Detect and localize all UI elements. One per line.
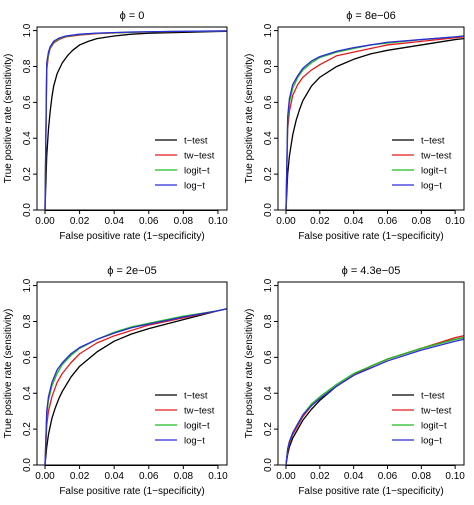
legend-label: tw−test: [184, 151, 215, 162]
y-tick-label: 0.0: [263, 458, 274, 472]
y-tick-label: 1.0: [263, 23, 274, 37]
series-line-4: [285, 35, 464, 210]
legend-label: t−test: [421, 136, 445, 147]
legend-label: log−t: [421, 181, 442, 192]
legend-label: t−test: [421, 391, 445, 402]
y-tick-label: 0.8: [22, 314, 33, 328]
y-tick-label: 0.4: [263, 386, 274, 400]
y-tick-label: 0.6: [22, 95, 33, 109]
x-tick-label: 0.02: [70, 216, 90, 227]
x-tick-label: 0.10: [445, 216, 465, 227]
y-tick-label: 0.4: [263, 131, 274, 145]
series-line-1: [44, 30, 227, 210]
y-tick-label: 0.6: [263, 95, 274, 109]
series-line-2: [44, 308, 227, 465]
legend-label: t−test: [184, 391, 208, 402]
y-tick-label: 0.8: [263, 59, 274, 73]
x-tick-label: 0.06: [378, 471, 398, 482]
chart-panel-1: ϕ = 0 0.00 0.02 0.04 0.06 0.08 0.10 0.0 0.2 0.4 0.…: [3, 10, 228, 242]
y-tick-label: 0.2: [263, 422, 274, 436]
x-tick-label: 0.08: [412, 216, 432, 227]
x-tick-label: 0.02: [310, 216, 330, 227]
series-line-4: [44, 30, 227, 210]
y-tick-label: 0.6: [263, 350, 274, 364]
x-tick-label: 0.06: [139, 471, 159, 482]
series-line-2: [285, 36, 464, 210]
chart-title: ϕ = 8e−06: [346, 10, 396, 22]
x-tick-label: 0.04: [104, 216, 124, 227]
y-tick-label: 1.0: [263, 278, 274, 292]
x-tick-label: 0.06: [139, 216, 159, 227]
x-tick-label: 0.10: [208, 216, 228, 227]
y-tick-label: 0.2: [263, 167, 274, 181]
y-tick-label: 0.4: [22, 131, 33, 145]
chart-panel-4: ϕ = 4.3e−05 0.00 0.02 0.04 0.06 0.08 0.10 0.0 0.…: [244, 265, 465, 497]
y-tick-label: 0.2: [22, 422, 33, 436]
y-tick-label: 0.4: [22, 386, 33, 400]
legend-label: t−test: [184, 136, 208, 147]
chart-panel-2: ϕ = 8e−06 0.00 0.02 0.04 0.06 0.08 0.10 0.0 0.2 0…: [244, 10, 465, 242]
legend-label: tw−test: [421, 406, 452, 417]
y-tick-label: 0.2: [22, 167, 33, 181]
x-tick-label: 0.08: [174, 216, 194, 227]
y-tick-label: 0.8: [22, 59, 33, 73]
legend-label: logit−t: [184, 421, 210, 432]
x-tick-label: 0.04: [344, 216, 364, 227]
y-tick-label: 0.0: [22, 458, 33, 472]
x-tick-label: 0.08: [412, 471, 432, 482]
legend-label: logit−t: [421, 166, 447, 177]
y-tick-label: 0.0: [263, 203, 274, 217]
legend-label: tw−test: [421, 151, 452, 162]
x-axis-label: False positive rate (1−specificity): [59, 486, 204, 497]
legend-label: logit−t: [184, 166, 210, 177]
series-line-1: [285, 38, 464, 210]
x-tick-label: 0.08: [174, 471, 194, 482]
chart-panel-3: ϕ = 2e−05 0.00 0.02 0.04 0.06 0.08 0.10 0.0 0.2 0…: [3, 265, 228, 497]
x-tick-label: 0.02: [310, 471, 330, 482]
chart-title: ϕ = 4.3e−05: [342, 265, 401, 277]
x-tick-label: 0.00: [276, 471, 296, 482]
y-tick-label: 1.0: [22, 23, 33, 37]
y-axis-label: True positive rate (sensitivity): [244, 54, 255, 184]
series-line-4: [285, 338, 464, 465]
chart-title: ϕ = 2e−05: [107, 265, 157, 277]
y-axis-label: True positive rate (sensitivity): [3, 309, 14, 439]
x-tick-label: 0.06: [378, 216, 398, 227]
legend-label: log−t: [184, 436, 205, 447]
x-axis-label: False positive rate (1−specificity): [59, 231, 204, 242]
x-axis-label: False positive rate (1−specificity): [298, 486, 443, 497]
series-line-3: [44, 308, 227, 465]
legend-label: log−t: [421, 436, 442, 447]
y-tick-label: 0.0: [22, 203, 33, 217]
x-tick-label: 0.10: [445, 471, 465, 482]
x-axis-label: False positive rate (1−specificity): [298, 231, 443, 242]
x-tick-label: 0.04: [104, 471, 124, 482]
y-axis-label: True positive rate (sensitivity): [244, 309, 255, 439]
x-tick-label: 0.04: [344, 471, 364, 482]
y-axis-label: True positive rate (sensitivity): [3, 54, 14, 184]
x-tick-label: 0.00: [276, 216, 296, 227]
chart-title: ϕ = 0: [120, 10, 145, 22]
y-tick-label: 1.0: [22, 278, 33, 292]
x-tick-label: 0.00: [35, 471, 55, 482]
y-tick-label: 0.6: [22, 350, 33, 364]
series-line-4: [44, 308, 227, 465]
y-tick-label: 0.8: [263, 314, 274, 328]
x-tick-label: 0.10: [208, 471, 228, 482]
x-tick-label: 0.02: [70, 471, 90, 482]
x-tick-label: 0.00: [35, 216, 55, 227]
legend-label: logit−t: [421, 421, 447, 432]
legend-label: tw−test: [184, 406, 215, 417]
series-line-1: [44, 308, 227, 465]
legend-label: log−t: [184, 181, 205, 192]
